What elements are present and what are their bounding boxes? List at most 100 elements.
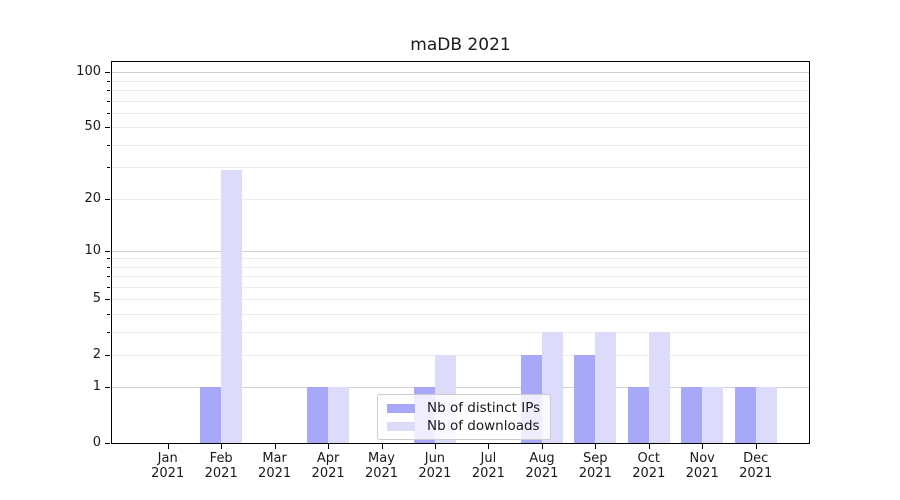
- y-minor-tick-mark-6: [107, 286, 110, 288]
- x-tick-year: 2021: [418, 466, 452, 481]
- gridline-minor-6: [112, 286, 809, 288]
- legend-swatch-distinct-ips: [387, 403, 415, 413]
- x-tick-mark-mar: [274, 444, 276, 449]
- bar-feb-distinct-ips: [200, 387, 222, 443]
- x-tick-label-jul: Jul 2021: [456, 451, 520, 481]
- gridline-major-100: [112, 72, 809, 74]
- gridline-minor-40: [112, 144, 809, 146]
- x-tick-year: 2021: [685, 466, 719, 481]
- x-tick-year: 2021: [525, 466, 559, 481]
- y-tick-label-2: 2: [92, 346, 101, 362]
- x-tick-month: Sep: [583, 451, 608, 466]
- bar-dec-downloads: [755, 387, 777, 443]
- x-tick-mark-jan: [167, 444, 169, 449]
- legend-item-downloads: Nb of downloads: [387, 418, 540, 434]
- plot-area: [111, 61, 810, 444]
- bar-sep-distinct-ips: [574, 354, 596, 443]
- x-tick-label-jun: Jun 2021: [403, 451, 467, 481]
- bar-sep-downloads: [595, 331, 617, 443]
- x-tick-label-aug: Aug 2021: [510, 451, 574, 481]
- x-tick-year: 2021: [364, 466, 399, 481]
- x-tick-mark-aug: [541, 444, 543, 449]
- y-minor-tick-mark-2: [107, 354, 110, 356]
- gridline-minor-90: [112, 80, 809, 82]
- bar-nov-downloads: [702, 387, 724, 443]
- x-tick-year: 2021: [204, 466, 238, 481]
- x-tick-month: Apr: [316, 451, 340, 466]
- x-tick-year: 2021: [471, 466, 505, 481]
- bar-oct-distinct-ips: [627, 387, 649, 443]
- y-minor-tick-mark-90: [107, 80, 110, 82]
- x-tick-month: May: [368, 451, 395, 466]
- y-tick-label-0: 0: [92, 435, 101, 450]
- legend-label-downloads: Nb of downloads: [427, 418, 540, 434]
- x-tick-mark-jun: [434, 444, 436, 449]
- x-tick-label-feb: Feb 2021: [189, 451, 253, 481]
- y-tick-label-100: 100: [76, 64, 101, 80]
- legend-swatch-downloads: [387, 421, 415, 431]
- gridline-minor-20: [112, 198, 809, 200]
- legend-item-distinct-ips: Nb of distinct IPs: [387, 400, 541, 416]
- x-tick-month: Aug: [529, 451, 555, 466]
- x-tick-mark-dec: [755, 444, 757, 449]
- x-tick-mark-apr: [328, 444, 330, 449]
- x-tick-month: Dec: [743, 451, 769, 466]
- gridline-minor-30: [112, 167, 809, 169]
- y-tick-label-5: 5: [92, 291, 101, 307]
- y-tick-mark-1: [105, 387, 110, 389]
- y-tick-label-10: 10: [84, 242, 101, 258]
- x-tick-year: 2021: [739, 466, 773, 481]
- x-tick-label-apr: Apr 2021: [296, 451, 360, 481]
- y-tick-mark-100: [105, 72, 110, 74]
- y-minor-tick-mark-50: [107, 127, 110, 129]
- x-tick-label-sep: Sep 2021: [563, 451, 627, 481]
- legend: Nb of distinct IPs Nb of downloads: [377, 394, 552, 440]
- y-minor-tick-mark-60: [107, 112, 110, 114]
- x-tick-year: 2021: [151, 466, 185, 481]
- gridline-minor-50: [112, 127, 809, 129]
- y-minor-tick-mark-3: [107, 331, 110, 333]
- y-minor-tick-mark-9: [107, 258, 110, 260]
- legend-label-distinct-ips: Nb of distinct IPs: [427, 400, 541, 416]
- bar-oct-downloads: [648, 331, 670, 443]
- gridline-minor-80: [112, 90, 809, 92]
- bar-feb-downloads: [221, 169, 243, 443]
- y-minor-tick-mark-40: [107, 144, 110, 146]
- x-tick-mark-jul: [488, 444, 490, 449]
- y-tick-label-50: 50: [84, 119, 101, 135]
- bar-apr-distinct-ips: [307, 387, 329, 443]
- y-minor-tick-mark-80: [107, 90, 110, 92]
- gridline-minor-4: [112, 313, 809, 315]
- bar-dec-distinct-ips: [734, 387, 756, 443]
- x-tick-month: Nov: [689, 451, 715, 466]
- y-minor-tick-mark-5: [107, 299, 110, 301]
- gridline-minor-60: [112, 112, 809, 114]
- x-tick-mark-sep: [595, 444, 597, 449]
- gridline-minor-7: [112, 276, 809, 277]
- gridline-major-1: [112, 387, 809, 389]
- x-tick-mark-feb: [221, 444, 223, 449]
- y-minor-tick-mark-7: [107, 276, 110, 277]
- gridline-minor-8: [112, 266, 809, 268]
- chart-title: maDB 2021: [410, 35, 511, 55]
- x-tick-label-mar: Mar 2021: [243, 451, 307, 481]
- x-tick-month: Feb: [209, 451, 233, 466]
- gridline-minor-9: [112, 258, 809, 260]
- gridline-minor-5: [112, 299, 809, 301]
- gridline-major-10: [112, 250, 809, 252]
- gridline-minor-3: [112, 331, 809, 333]
- x-tick-month: Oct: [637, 451, 661, 466]
- x-tick-month: Jun: [424, 451, 446, 466]
- y-tick-mark-0: [105, 443, 110, 444]
- y-tick-mark-10: [105, 250, 110, 252]
- x-tick-year: 2021: [578, 466, 612, 481]
- x-tick-year: 2021: [311, 466, 345, 481]
- y-minor-tick-mark-30: [107, 167, 110, 169]
- bar-apr-downloads: [328, 387, 350, 443]
- x-tick-mark-nov: [702, 444, 704, 449]
- bar-nov-distinct-ips: [681, 387, 703, 443]
- x-tick-label-dec: Dec 2021: [724, 451, 788, 481]
- y-tick-label-20: 20: [84, 190, 101, 206]
- y-minor-tick-mark-4: [107, 313, 110, 315]
